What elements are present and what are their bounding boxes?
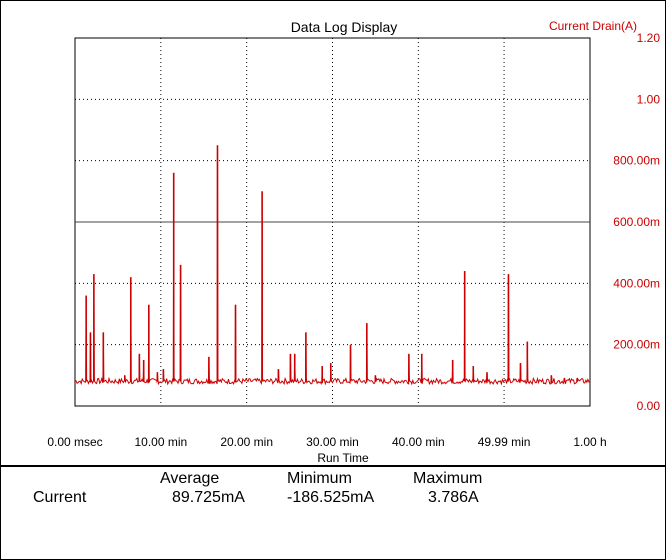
y-tick-label: 1.20 xyxy=(637,31,661,45)
maximum-header: Maximum xyxy=(413,470,483,487)
x-tick-label: 49.99 min xyxy=(478,435,531,449)
y-tick-label: 400.00m xyxy=(613,276,660,290)
x-tick-label: 10.00 min xyxy=(134,435,187,449)
series-layer xyxy=(74,145,591,386)
x-tick-label: 0.00 msec xyxy=(47,435,102,449)
y-tick-label: 200.00m xyxy=(613,338,660,352)
x-tick-label: 40.00 min xyxy=(392,435,445,449)
y-tick-label: 1.00 xyxy=(637,92,661,106)
minimum-value: -186.525mA xyxy=(287,489,375,506)
data-log-chart: 0.00 msec 10.00 min 20.00 min 30.00 min 40.0… xyxy=(47,19,660,465)
y-tick-labels: 0.00 200.00m 400.00m 600.00m 800.00m 1.00 1.20 xyxy=(613,31,660,413)
x-axis-label: Run Time xyxy=(317,451,369,465)
current-row-label: Current xyxy=(33,489,87,506)
x-tick-label: 1.00 h xyxy=(573,435,606,449)
y-axis-label: Current Drain(A) xyxy=(549,19,637,33)
x-tick-label: 20.00 min xyxy=(220,435,273,449)
panel-divider xyxy=(0,465,666,467)
y-tick-label: 600.00m xyxy=(613,215,660,229)
current-series-line xyxy=(74,145,591,386)
average-header: Average xyxy=(160,470,220,487)
average-value: 89.725mA xyxy=(172,489,245,506)
chart-title: Data Log Display xyxy=(291,19,398,35)
minimum-header: Minimum xyxy=(287,470,352,487)
x-tick-label: 30.00 min xyxy=(306,435,359,449)
statistics-panel: Average Minimum Maximum Current 89.725mA… xyxy=(0,468,666,558)
x-tick-labels: 0.00 msec 10.00 min 20.00 min 30.00 min 40.0… xyxy=(47,435,606,449)
grid-lines xyxy=(75,38,590,406)
maximum-value: 3.786A xyxy=(428,489,479,506)
y-tick-label: 0.00 xyxy=(637,399,661,413)
y-tick-label: 800.00m xyxy=(613,154,660,168)
